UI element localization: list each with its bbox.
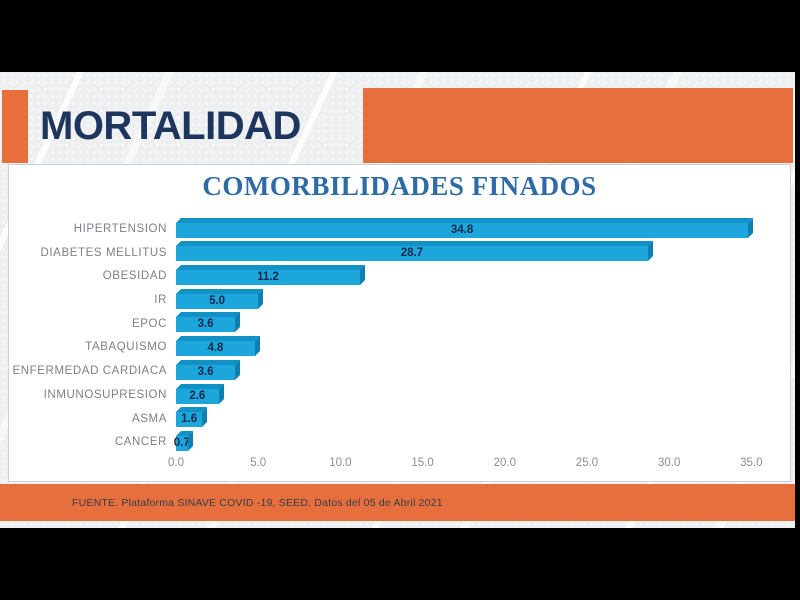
value-label: 3.6 — [197, 365, 214, 378]
bar-diabetes-mellitus: 28.7 — [176, 246, 648, 262]
category-label: ASMA — [132, 412, 167, 425]
source-footer-band: FUENTE. Plataforma SINAVE COVID -19, SEE… — [0, 484, 795, 521]
bar-row: INMUNOSUPRESION 2.6 — [9, 383, 790, 407]
bar-row: OBESIDAD 11.2 — [9, 264, 790, 288]
category-label: INMUNOSUPRESION — [43, 388, 167, 401]
bar-chart-rows: HIPERTENSION 34.8 DIABETES MELLITUS 28.7 OBE… — [9, 217, 790, 454]
x-axis-tick: 5.0 — [250, 457, 267, 469]
bar-asma: 1.6 — [176, 412, 203, 428]
bar-ir: 5.0 — [176, 293, 259, 309]
bar-row: ASMA 1.6 — [9, 407, 790, 431]
x-axis-tick: 35.0 — [740, 457, 763, 469]
value-label: 5.0 — [209, 294, 226, 307]
value-label: 1.6 — [181, 413, 198, 426]
slide-title: MORTALIDAD — [40, 104, 301, 148]
category-label: TABAQUISMO — [85, 341, 167, 354]
value-label: 2.6 — [189, 389, 206, 402]
category-label: CANCER — [114, 436, 167, 449]
bar-enfermedad-cardiaca: 3.6 — [176, 364, 236, 380]
bar-row: TABAQUISMO 4.8 — [9, 335, 790, 359]
bar-obesidad: 11.2 — [176, 270, 361, 286]
category-label: EPOC — [132, 317, 167, 330]
bar-inmunosupresion: 2.6 — [176, 388, 219, 404]
x-axis-tick: 20.0 — [493, 457, 516, 469]
bar-epoc: 3.6 — [176, 317, 236, 333]
presentation-slide: MORTALIDAD COMORBILIDADES FINADOS HIPERT… — [0, 72, 795, 528]
category-label: HIPERTENSION — [73, 223, 167, 235]
value-label: 0.7 — [173, 436, 190, 449]
bar-hipertension: 34.8 — [176, 222, 749, 238]
value-label: 4.8 — [207, 342, 224, 355]
bar-row: HIPERTENSION 34.8 — [9, 217, 790, 241]
bar-row: ENFERMEDAD CARDIACA 3.6 — [9, 359, 790, 383]
category-label: DIABETES MELLITUS — [40, 246, 167, 259]
chart-panel: COMORBILIDADES FINADOS HIPERTENSION 34.8 D… — [8, 164, 791, 482]
chart-title: COMORBILIDADES FINADOS — [202, 171, 597, 201]
bar-tabaquismo: 4.8 — [176, 341, 255, 357]
bar-row: DIABETES MELLITUS 28.7 — [9, 241, 790, 265]
x-axis-tick: 25.0 — [575, 457, 599, 469]
x-axis-tick: 0.0 — [168, 457, 184, 469]
x-axis-tick: 30.0 — [657, 457, 681, 469]
orange-accent-left — [2, 90, 28, 163]
value-label: 3.6 — [197, 318, 214, 331]
bar-row: IR 5.0 — [9, 288, 790, 312]
x-axis: 0.0 5.0 10.0 15.0 20.0 25.0 30.0 35.0 — [9, 457, 790, 473]
category-label: ENFERMEDAD CARDIACA — [12, 365, 167, 378]
bar-cancer: 0.7 — [173, 435, 190, 451]
value-label: 28.7 — [400, 247, 424, 260]
orange-accent-right — [363, 88, 793, 163]
bar-row: CANCER 0.7 — [9, 430, 790, 454]
bar-row: EPOC 3.6 — [9, 312, 790, 336]
value-label: 34.8 — [450, 223, 474, 236]
category-label: OBESIDAD — [102, 270, 167, 283]
x-axis-tick: 15.0 — [411, 457, 434, 469]
value-label: 11.2 — [257, 271, 279, 284]
category-label: IR — [154, 294, 167, 307]
source-text: FUENTE. Plataforma SINAVE COVID -19, SEE… — [72, 496, 443, 509]
x-axis-tick: 10.0 — [329, 457, 352, 469]
